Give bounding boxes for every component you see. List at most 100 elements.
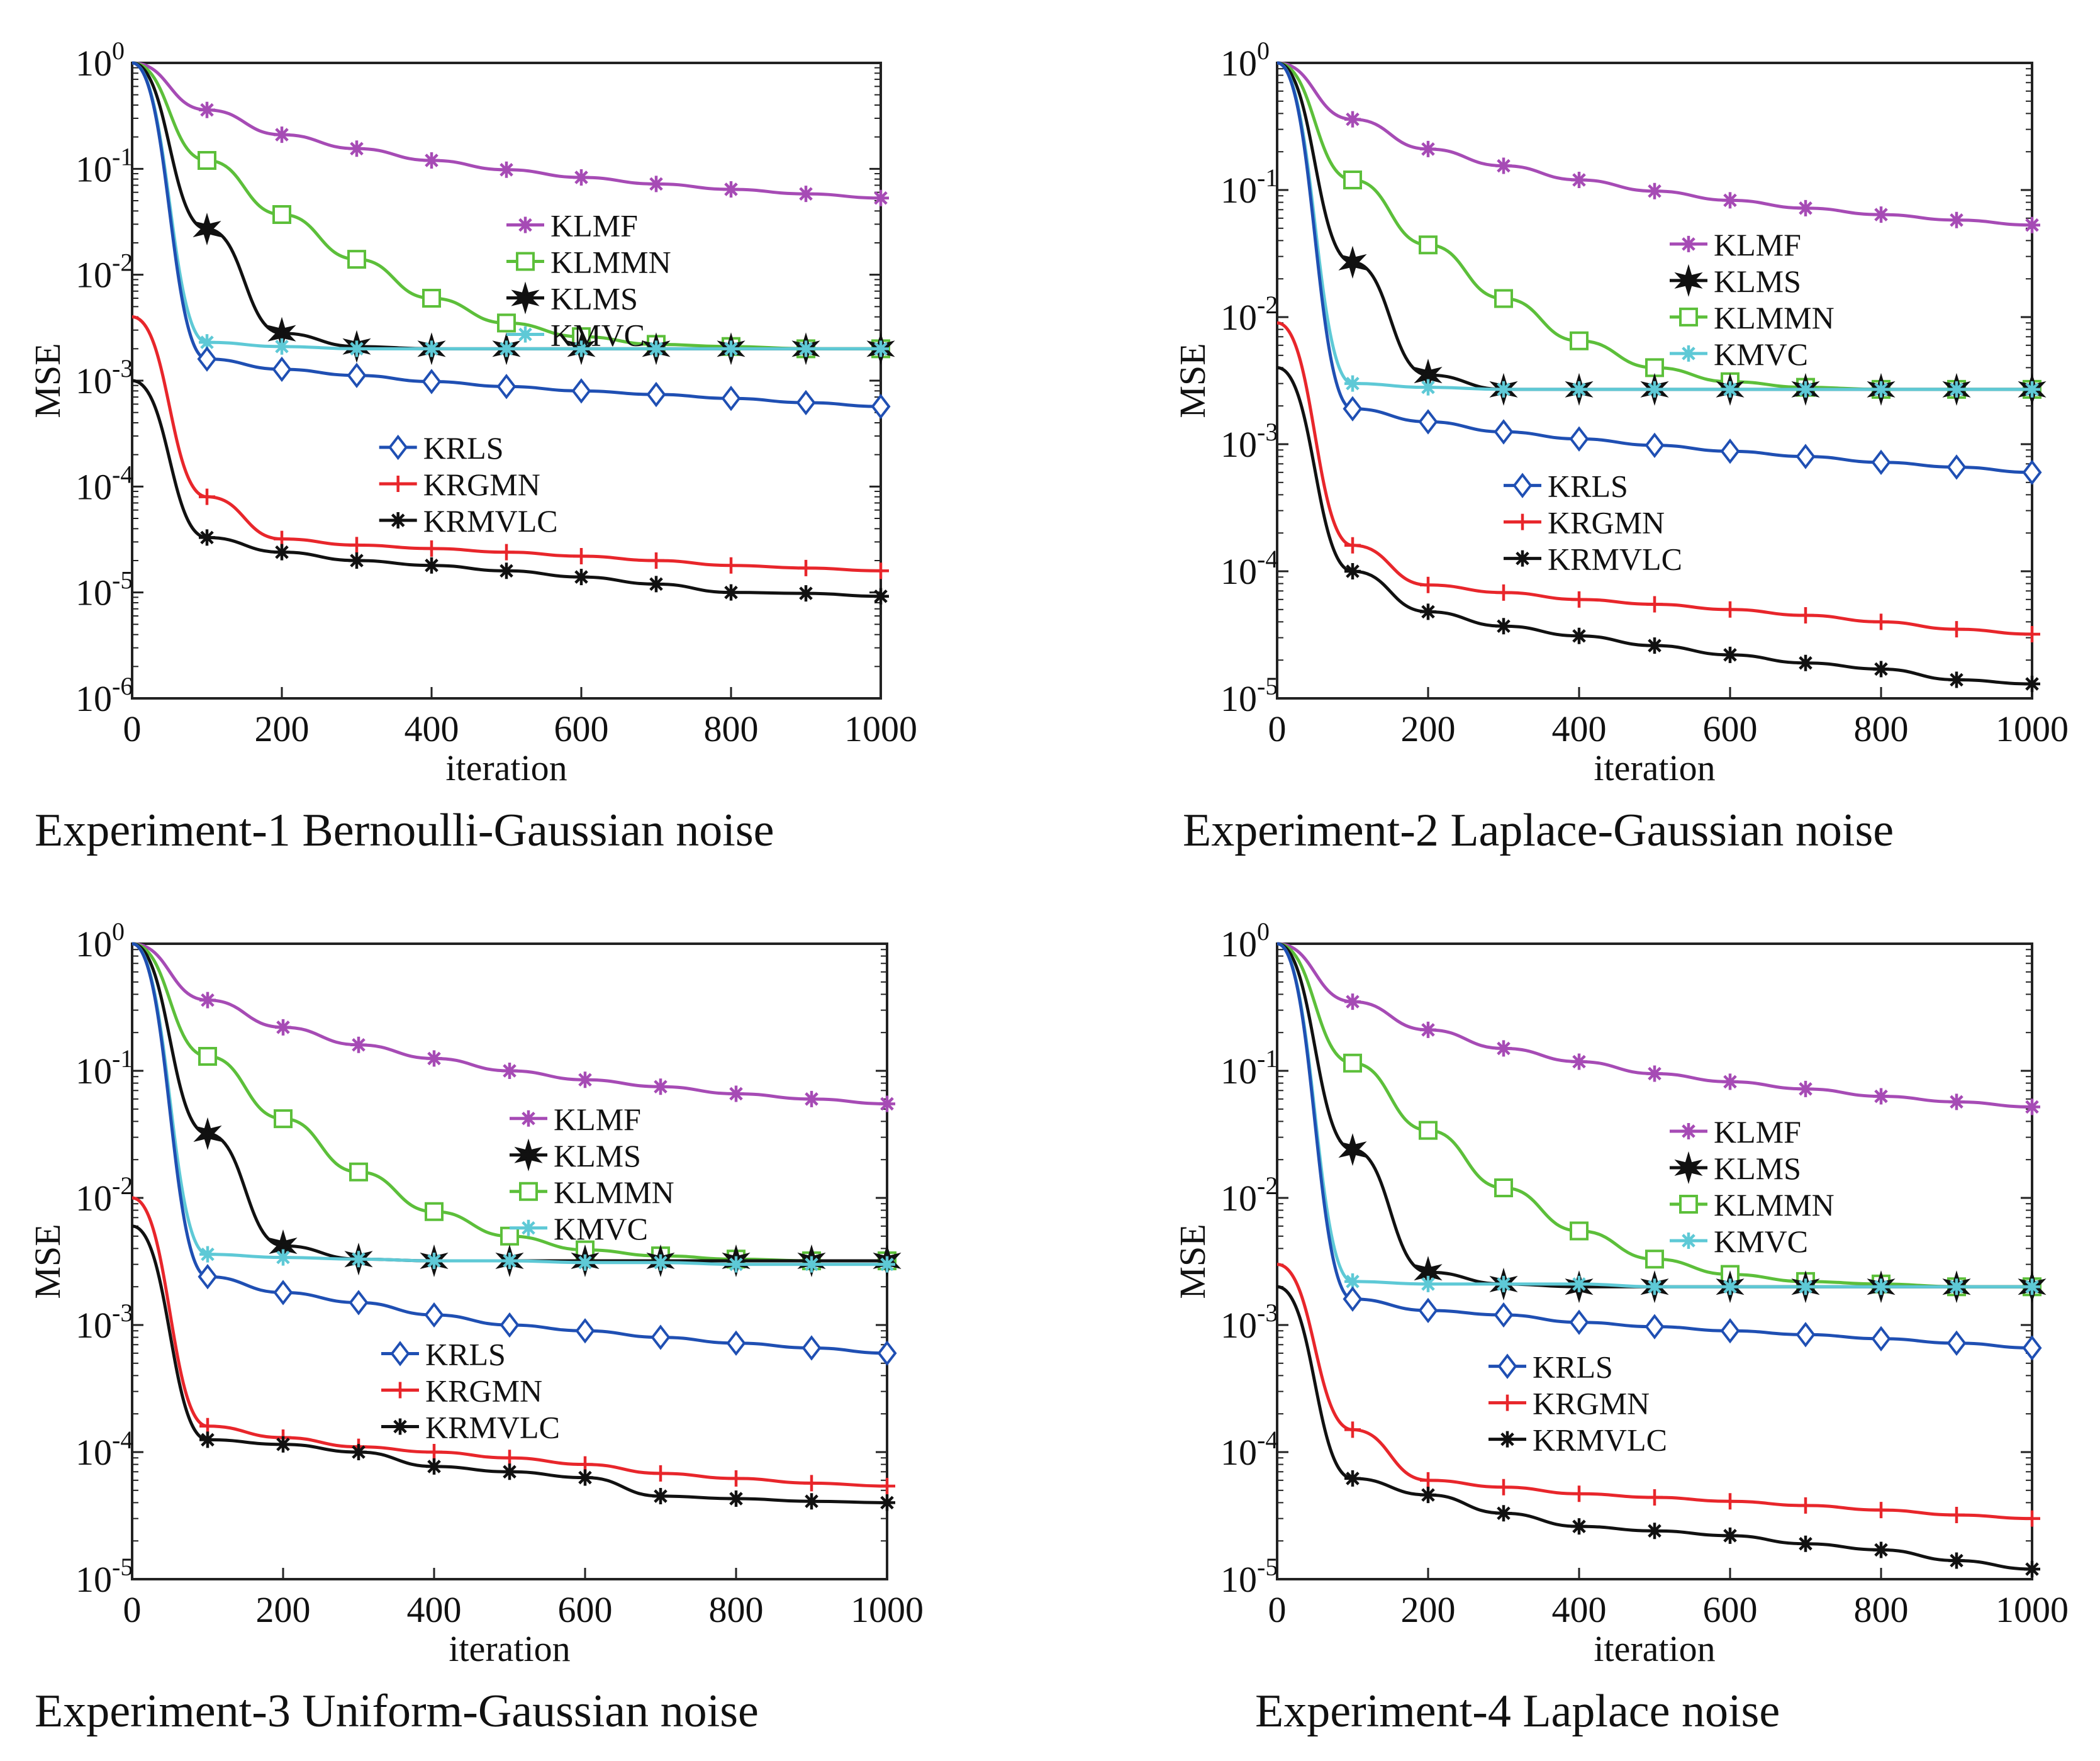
data-point-krls	[198, 1264, 218, 1290]
data-point-krmvlc	[1420, 1487, 1436, 1504]
data-point-kmvc	[1571, 381, 1587, 398]
data-point-klmf	[1948, 211, 1965, 228]
data-point-krmvlc	[1722, 646, 1738, 663]
data-point-klmf	[350, 1036, 367, 1053]
x-axis-label: iteration	[449, 1628, 570, 1669]
data-point-klmmn	[1494, 1178, 1513, 1198]
data-point-kmvc	[275, 1249, 291, 1266]
y-tick-label: 10-3	[75, 1299, 133, 1346]
data-point-kmvc	[1344, 1273, 1361, 1290]
y-tick-label: 10-3	[1220, 1299, 1278, 1346]
legend-marker-krmvlc	[392, 1418, 408, 1435]
data-point-klmmn	[1494, 289, 1513, 308]
x-tick-label: 200	[1401, 1589, 1456, 1630]
chart-panel-experiment-1: 100 10-1 10-2 10-3 10-4 10-5 10-6 0 200 400 600 800…	[0, 0, 981, 793]
series-group	[1276, 942, 2047, 1578]
data-point-klmmn	[347, 250, 366, 269]
x-tick-label: 800	[709, 1589, 764, 1630]
x-tick-label: 800	[704, 708, 759, 749]
data-point-kmvc	[1571, 1275, 1587, 1292]
legend-marker-krmvlc	[1499, 1431, 1516, 1448]
legend-label-kmvc: KMVC	[1714, 1224, 1808, 1259]
legend-marker-kmvc	[520, 1219, 537, 1236]
data-point-krgmn	[1948, 621, 1965, 638]
data-point-krmvlc	[728, 1490, 744, 1507]
axis-ticks	[131, 62, 882, 700]
data-point-klmf	[498, 161, 515, 178]
x-axis-label: iteration	[445, 747, 567, 788]
x-tick-label: 1000	[844, 708, 917, 749]
x-axis-label: iteration	[1594, 747, 1715, 788]
caption-experiment-2: Experiment-2 Laplace-Gaussian noise	[1183, 805, 1894, 856]
data-point-klmmn	[1645, 1249, 1664, 1269]
data-point-krls	[349, 1290, 369, 1316]
data-point-krls	[1418, 1297, 1438, 1324]
data-point-krmvlc	[798, 585, 814, 602]
y-tick-label: 10-2	[1220, 291, 1278, 338]
data-point-klmf	[1722, 192, 1738, 209]
data-point-kmvc	[1948, 1278, 1965, 1295]
data-point-krls	[1494, 419, 1514, 445]
data-point-krmvlc	[274, 544, 290, 561]
data-point-klmf	[274, 126, 290, 143]
data-point-krmvlc	[1873, 1541, 1889, 1558]
x-tick-label: 1000	[1996, 1589, 2069, 1630]
chart-panel-experiment-4: 100 10-1 10-2 10-3 10-4 10-5 0 200 400 600 800 1000…	[1145, 881, 2089, 1674]
data-point-krls	[273, 1280, 293, 1305]
data-point-krgmn	[1722, 1493, 1738, 1510]
data-point-krmvlc	[1344, 563, 1361, 579]
data-point-klmf	[2024, 216, 2040, 233]
data-point-krgmn	[1948, 1506, 1965, 1523]
data-point-kmvc	[423, 340, 440, 357]
data-point-krgmn	[1646, 596, 1663, 613]
data-point-kmvc	[274, 338, 290, 355]
data-point-krgmn	[1495, 1479, 1512, 1495]
legend-label-kmvc: KMVC	[550, 318, 645, 353]
data-point-krls	[1871, 1326, 1891, 1351]
legend-marker-krmvlc	[1514, 550, 1531, 567]
data-point-klmf	[1646, 182, 1663, 199]
data-point-krgmn	[573, 548, 589, 565]
data-point-klmf	[648, 176, 664, 193]
axis-ticks	[131, 942, 888, 1580]
data-point-kmvc	[349, 340, 365, 357]
data-point-kmvc	[1344, 375, 1361, 392]
data-point-krmvlc	[350, 1444, 367, 1460]
data-point-kmvc	[2024, 1278, 2040, 1295]
data-point-kmvc	[798, 340, 814, 357]
x-tick-label: 200	[255, 708, 310, 749]
data-point-klms	[193, 212, 221, 246]
data-point-krls	[1720, 439, 1740, 464]
data-point-krgmn	[1873, 613, 1889, 630]
data-point-krls	[796, 389, 816, 416]
data-point-krmvlc	[577, 1469, 593, 1486]
data-point-kmvc	[1420, 379, 1436, 396]
data-point-krmvlc	[1495, 1505, 1512, 1522]
series-group	[131, 942, 902, 1511]
data-point-kmvc	[1495, 1275, 1512, 1292]
data-point-kmvc	[1797, 1278, 1814, 1295]
legend-marker-krls	[388, 434, 408, 461]
legend-label-klms: KLMS	[1714, 264, 1801, 299]
data-point-krgmn	[199, 488, 215, 505]
x-tick-label: 600	[554, 708, 609, 749]
y-tick-label: 10-5	[1220, 672, 1278, 719]
data-point-krls	[2022, 459, 2042, 485]
data-point-klmf	[501, 1063, 518, 1079]
legend-label-klmmn: KLMMN	[1714, 1187, 1835, 1222]
data-point-krls	[871, 393, 891, 420]
data-point-klmf	[728, 1085, 744, 1102]
data-point-kmvc	[1420, 1275, 1436, 1292]
legend-label-kmvc: KMVC	[554, 1211, 648, 1246]
data-point-krmvlc	[426, 1458, 442, 1475]
legend-label-klmf: KLMF	[1714, 227, 1801, 262]
data-point-krmvlc	[1495, 618, 1512, 635]
data-point-krmvlc	[2024, 675, 2040, 692]
x-tick-label: 400	[407, 1589, 462, 1630]
data-point-klmf	[1344, 111, 1361, 128]
series-line-klmf	[1276, 942, 2033, 1109]
legend-label-klmf: KLMF	[554, 1102, 641, 1137]
mse-chart-experiment-4: 100 10-1 10-2 10-3 10-4 10-50 200 400 600 800 1000…	[1172, 917, 2069, 1669]
data-point-kmvc	[573, 340, 589, 357]
